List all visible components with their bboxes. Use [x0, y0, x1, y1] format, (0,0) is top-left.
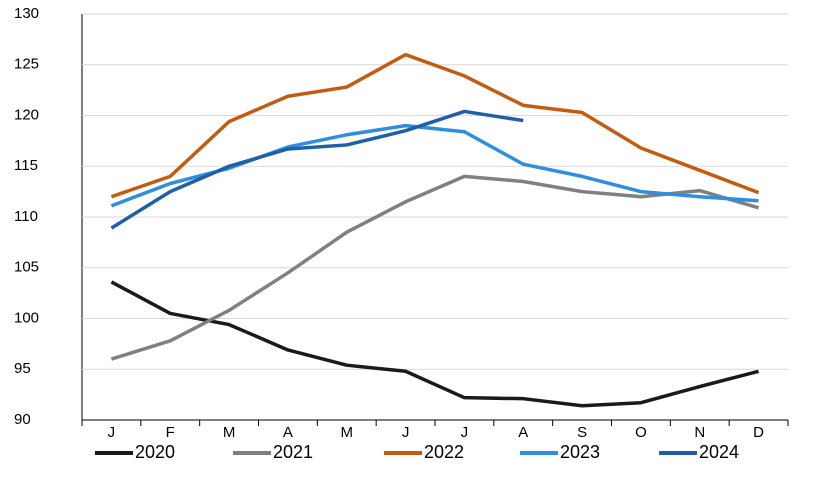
- x-tick-label: S: [577, 424, 587, 441]
- x-tick-label: D: [753, 424, 764, 441]
- y-tick-label: 95: [14, 360, 31, 377]
- y-tick-label: 110: [14, 208, 38, 225]
- x-tick-label: J: [402, 424, 410, 441]
- series-line: [110, 174, 760, 361]
- x-tick-label: F: [166, 424, 175, 441]
- y-tick-label: 100: [14, 309, 39, 326]
- y-tick-label: 115: [14, 157, 38, 174]
- y-tick-label: 120: [14, 106, 39, 123]
- legend-label: 2020: [135, 442, 175, 462]
- x-tick-label: M: [223, 424, 236, 441]
- y-tick-label: 125: [14, 56, 39, 73]
- x-tick-label: J: [461, 424, 469, 441]
- y-tick-label: 105: [14, 259, 39, 276]
- legend-label: 2024: [699, 442, 739, 462]
- series-line: [110, 109, 524, 230]
- legend-label: 2021: [273, 442, 313, 462]
- x-tick-label: A: [283, 424, 293, 441]
- legend-label: 2022: [424, 442, 464, 462]
- y-tick-label: 90: [14, 411, 31, 428]
- x-tick-label: A: [518, 424, 528, 441]
- x-tick-label: O: [635, 424, 647, 441]
- legend-label: 2023: [560, 442, 600, 462]
- x-tick-label: M: [341, 424, 354, 441]
- series-line: [110, 123, 759, 208]
- y-tick-label: 130: [14, 5, 39, 22]
- series-line: [110, 280, 760, 408]
- series-line: [110, 52, 760, 199]
- x-tick-label: N: [694, 424, 705, 441]
- x-tick-label: J: [108, 424, 116, 441]
